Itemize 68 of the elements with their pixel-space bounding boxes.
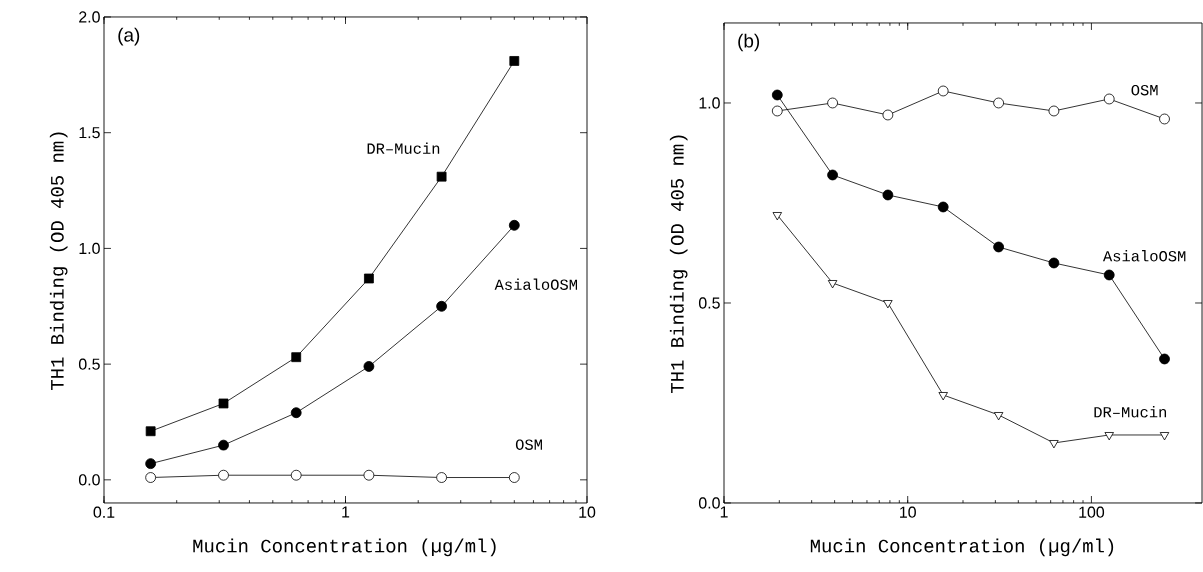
point — [882, 109, 894, 121]
point — [937, 85, 949, 97]
x-tick-label: 0.1 — [93, 506, 115, 518]
x-axis-title: Mucin Concentration (µg/ml) — [193, 538, 496, 557]
point — [1159, 113, 1170, 125]
point — [771, 89, 783, 101]
point — [772, 212, 782, 221]
point — [1049, 440, 1059, 449]
point — [509, 56, 520, 66]
series-label: AsialoOSM — [494, 278, 577, 290]
series-label: AsialoOSM — [1102, 250, 1186, 262]
text: (b) — [738, 33, 760, 52]
y-tick-label: 1.0 — [699, 97, 720, 109]
point — [937, 201, 949, 213]
point — [827, 169, 838, 181]
point — [363, 469, 375, 481]
x-tick-label: 10 — [579, 506, 596, 518]
point — [291, 352, 302, 363]
point — [436, 171, 447, 182]
point — [1104, 432, 1114, 441]
series-label: DR–Mucin — [1094, 406, 1167, 418]
point — [882, 189, 894, 201]
point — [508, 472, 520, 483]
point — [827, 280, 838, 289]
y-tick-label: 2.0 — [79, 11, 100, 23]
x-tick-label: 10 — [900, 506, 916, 518]
point — [1103, 93, 1115, 105]
point — [883, 300, 893, 309]
point — [771, 105, 783, 117]
point — [1048, 257, 1060, 269]
point — [290, 469, 302, 481]
point — [145, 426, 156, 437]
text: (a) — [118, 27, 140, 46]
point — [993, 241, 1004, 253]
y-tick-label: 0.0 — [698, 497, 720, 509]
series-label: DR–Mucin — [367, 142, 440, 154]
point — [938, 392, 948, 401]
point — [1103, 269, 1115, 281]
y-tick-label: 1.0 — [79, 242, 100, 255]
x-tick-label: 1 — [342, 506, 350, 518]
x-axis-title: Mucin Concentration (µg/ml) — [810, 538, 1114, 557]
y-tick-label: 0.0 — [78, 474, 100, 486]
point — [508, 219, 520, 231]
point — [363, 361, 375, 372]
point — [1048, 105, 1060, 117]
y-tick-label: 0.5 — [78, 358, 100, 370]
point — [218, 469, 229, 481]
x-tick-label: 100 — [1079, 506, 1105, 518]
point — [290, 407, 302, 419]
x-tick-label: 1 — [720, 506, 728, 518]
point — [827, 97, 838, 109]
y-tick-label: 0.5 — [698, 297, 720, 309]
y-axis-title: TH1 Binding (OD 405 nm) — [669, 135, 688, 393]
point — [436, 300, 447, 312]
point — [436, 472, 447, 483]
point — [145, 458, 157, 470]
point — [218, 439, 229, 451]
series-label: OSM — [1131, 84, 1158, 96]
point — [145, 472, 157, 483]
y-tick-label: 1.5 — [79, 127, 100, 139]
point — [218, 398, 229, 409]
point — [993, 97, 1004, 109]
point — [993, 412, 1004, 421]
point — [1159, 353, 1170, 365]
point — [364, 273, 374, 284]
series-label: OSM — [515, 439, 542, 450]
point — [1159, 432, 1170, 441]
y-axis-title: TH1 Binding (OD 405 nm) — [49, 132, 68, 390]
